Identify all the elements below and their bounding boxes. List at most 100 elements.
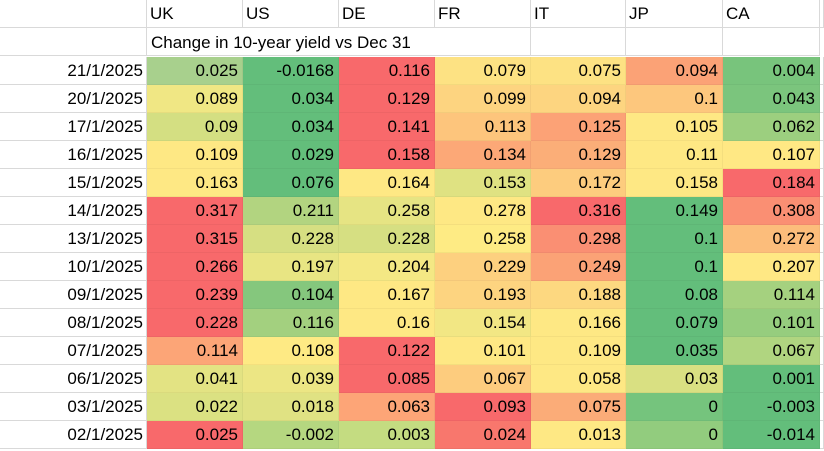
value-cell-de[interactable]: 0.122 bbox=[339, 337, 435, 365]
value-cell-jp[interactable]: 0 bbox=[626, 393, 723, 421]
date-cell[interactable]: 09/1/2025 bbox=[0, 281, 147, 309]
value-cell-fr[interactable]: 0.099 bbox=[435, 85, 531, 113]
column-header-ca[interactable]: CA bbox=[723, 0, 820, 28]
value-cell-fr[interactable]: 0.229 bbox=[435, 253, 531, 281]
column-header-us[interactable]: US bbox=[243, 0, 339, 28]
value-cell-it[interactable]: 0.188 bbox=[531, 281, 626, 309]
date-cell[interactable]: 02/1/2025 bbox=[0, 421, 147, 449]
value-cell-jp[interactable]: 0.149 bbox=[626, 197, 723, 225]
value-cell-it[interactable]: 0.129 bbox=[531, 141, 626, 169]
value-cell-de[interactable]: 0.164 bbox=[339, 169, 435, 197]
value-cell-de[interactable]: 0.063 bbox=[339, 393, 435, 421]
value-cell-uk[interactable]: 0.114 bbox=[147, 337, 243, 365]
value-cell-ca[interactable]: 0.001 bbox=[723, 365, 820, 393]
header-blank-cell[interactable] bbox=[0, 0, 147, 28]
value-cell-us[interactable]: 0.228 bbox=[243, 225, 339, 253]
value-cell-us[interactable]: -0.0168 bbox=[243, 57, 339, 85]
overflow-cell[interactable] bbox=[820, 197, 824, 225]
value-cell-de[interactable]: 0.204 bbox=[339, 253, 435, 281]
value-cell-it[interactable]: 0.316 bbox=[531, 197, 626, 225]
column-header-fr[interactable]: FR bbox=[435, 0, 531, 28]
value-cell-ca[interactable]: 0.043 bbox=[723, 85, 820, 113]
value-cell-jp[interactable]: 0.1 bbox=[626, 85, 723, 113]
overflow-cell[interactable] bbox=[820, 57, 824, 85]
overflow-cell[interactable] bbox=[820, 337, 824, 365]
value-cell-it[interactable]: 0.125 bbox=[531, 113, 626, 141]
value-cell-uk[interactable]: 0.041 bbox=[147, 365, 243, 393]
value-cell-uk[interactable]: 0.089 bbox=[147, 85, 243, 113]
overflow-cell[interactable] bbox=[820, 253, 824, 281]
value-cell-uk[interactable]: 0.315 bbox=[147, 225, 243, 253]
value-cell-jp[interactable]: 0.035 bbox=[626, 337, 723, 365]
value-cell-us[interactable]: 0.018 bbox=[243, 393, 339, 421]
value-cell-de[interactable]: 0.228 bbox=[339, 225, 435, 253]
date-cell[interactable]: 03/1/2025 bbox=[0, 393, 147, 421]
value-cell-uk[interactable]: 0.317 bbox=[147, 197, 243, 225]
value-cell-us[interactable]: -0.002 bbox=[243, 421, 339, 449]
empty-cell[interactable] bbox=[531, 28, 626, 56]
value-cell-it[interactable]: 0.013 bbox=[531, 421, 626, 449]
date-cell[interactable]: 14/1/2025 bbox=[0, 197, 147, 225]
overflow-cell[interactable] bbox=[820, 281, 824, 309]
value-cell-fr[interactable]: 0.193 bbox=[435, 281, 531, 309]
subtitle-span-cell[interactable] bbox=[243, 28, 339, 56]
value-cell-ca[interactable]: -0.003 bbox=[723, 393, 820, 421]
value-cell-uk[interactable]: 0.025 bbox=[147, 421, 243, 449]
value-cell-uk[interactable]: 0.163 bbox=[147, 169, 243, 197]
value-cell-de[interactable]: 0.085 bbox=[339, 365, 435, 393]
value-cell-uk[interactable]: 0.022 bbox=[147, 393, 243, 421]
subtitle-cell[interactable] bbox=[147, 28, 243, 56]
value-cell-de[interactable]: 0.158 bbox=[339, 141, 435, 169]
value-cell-ca[interactable]: 0.308 bbox=[723, 197, 820, 225]
value-cell-us[interactable]: 0.211 bbox=[243, 197, 339, 225]
value-cell-us[interactable]: 0.034 bbox=[243, 113, 339, 141]
value-cell-uk[interactable]: 0.09 bbox=[147, 113, 243, 141]
value-cell-fr[interactable]: 0.024 bbox=[435, 421, 531, 449]
value-cell-jp[interactable]: 0.08 bbox=[626, 281, 723, 309]
value-cell-fr[interactable]: 0.134 bbox=[435, 141, 531, 169]
subtitle-span-cell[interactable] bbox=[435, 28, 531, 56]
overflow-cell[interactable] bbox=[820, 113, 824, 141]
value-cell-it[interactable]: 0.075 bbox=[531, 57, 626, 85]
overflow-cell[interactable] bbox=[820, 169, 824, 197]
value-cell-de[interactable]: 0.258 bbox=[339, 197, 435, 225]
date-cell[interactable]: 17/1/2025 bbox=[0, 113, 147, 141]
value-cell-uk[interactable]: 0.228 bbox=[147, 309, 243, 337]
date-cell[interactable]: 21/1/2025 bbox=[0, 57, 147, 85]
column-header-de[interactable]: DE bbox=[339, 0, 435, 28]
empty-cell[interactable] bbox=[626, 28, 723, 56]
overflow-cell[interactable] bbox=[820, 0, 824, 28]
value-cell-uk[interactable]: 0.266 bbox=[147, 253, 243, 281]
value-cell-jp[interactable]: 0.158 bbox=[626, 169, 723, 197]
value-cell-ca[interactable]: 0.101 bbox=[723, 309, 820, 337]
value-cell-it[interactable]: 0.298 bbox=[531, 225, 626, 253]
date-cell[interactable]: 15/1/2025 bbox=[0, 169, 147, 197]
value-cell-us[interactable]: 0.108 bbox=[243, 337, 339, 365]
date-cell[interactable]: 10/1/2025 bbox=[0, 253, 147, 281]
value-cell-it[interactable]: 0.058 bbox=[531, 365, 626, 393]
value-cell-it[interactable]: 0.075 bbox=[531, 393, 626, 421]
value-cell-jp[interactable]: 0 bbox=[626, 421, 723, 449]
date-cell[interactable]: 08/1/2025 bbox=[0, 309, 147, 337]
value-cell-de[interactable]: 0.003 bbox=[339, 421, 435, 449]
date-cell[interactable]: 07/1/2025 bbox=[0, 337, 147, 365]
value-cell-us[interactable]: 0.029 bbox=[243, 141, 339, 169]
value-cell-ca[interactable]: 0.062 bbox=[723, 113, 820, 141]
date-cell[interactable]: 13/1/2025 bbox=[0, 225, 147, 253]
value-cell-it[interactable]: 0.094 bbox=[531, 85, 626, 113]
value-cell-de[interactable]: 0.141 bbox=[339, 113, 435, 141]
column-header-jp[interactable]: JP bbox=[626, 0, 723, 28]
value-cell-de[interactable]: 0.116 bbox=[339, 57, 435, 85]
value-cell-it[interactable]: 0.166 bbox=[531, 309, 626, 337]
column-header-it[interactable]: IT bbox=[531, 0, 626, 28]
value-cell-us[interactable]: 0.116 bbox=[243, 309, 339, 337]
value-cell-us[interactable]: 0.034 bbox=[243, 85, 339, 113]
value-cell-us[interactable]: 0.076 bbox=[243, 169, 339, 197]
value-cell-fr[interactable]: 0.079 bbox=[435, 57, 531, 85]
subtitle-span-cell[interactable] bbox=[339, 28, 435, 56]
value-cell-it[interactable]: 0.172 bbox=[531, 169, 626, 197]
value-cell-ca[interactable]: 0.004 bbox=[723, 57, 820, 85]
value-cell-us[interactable]: 0.104 bbox=[243, 281, 339, 309]
date-cell[interactable]: 16/1/2025 bbox=[0, 141, 147, 169]
value-cell-us[interactable]: 0.039 bbox=[243, 365, 339, 393]
